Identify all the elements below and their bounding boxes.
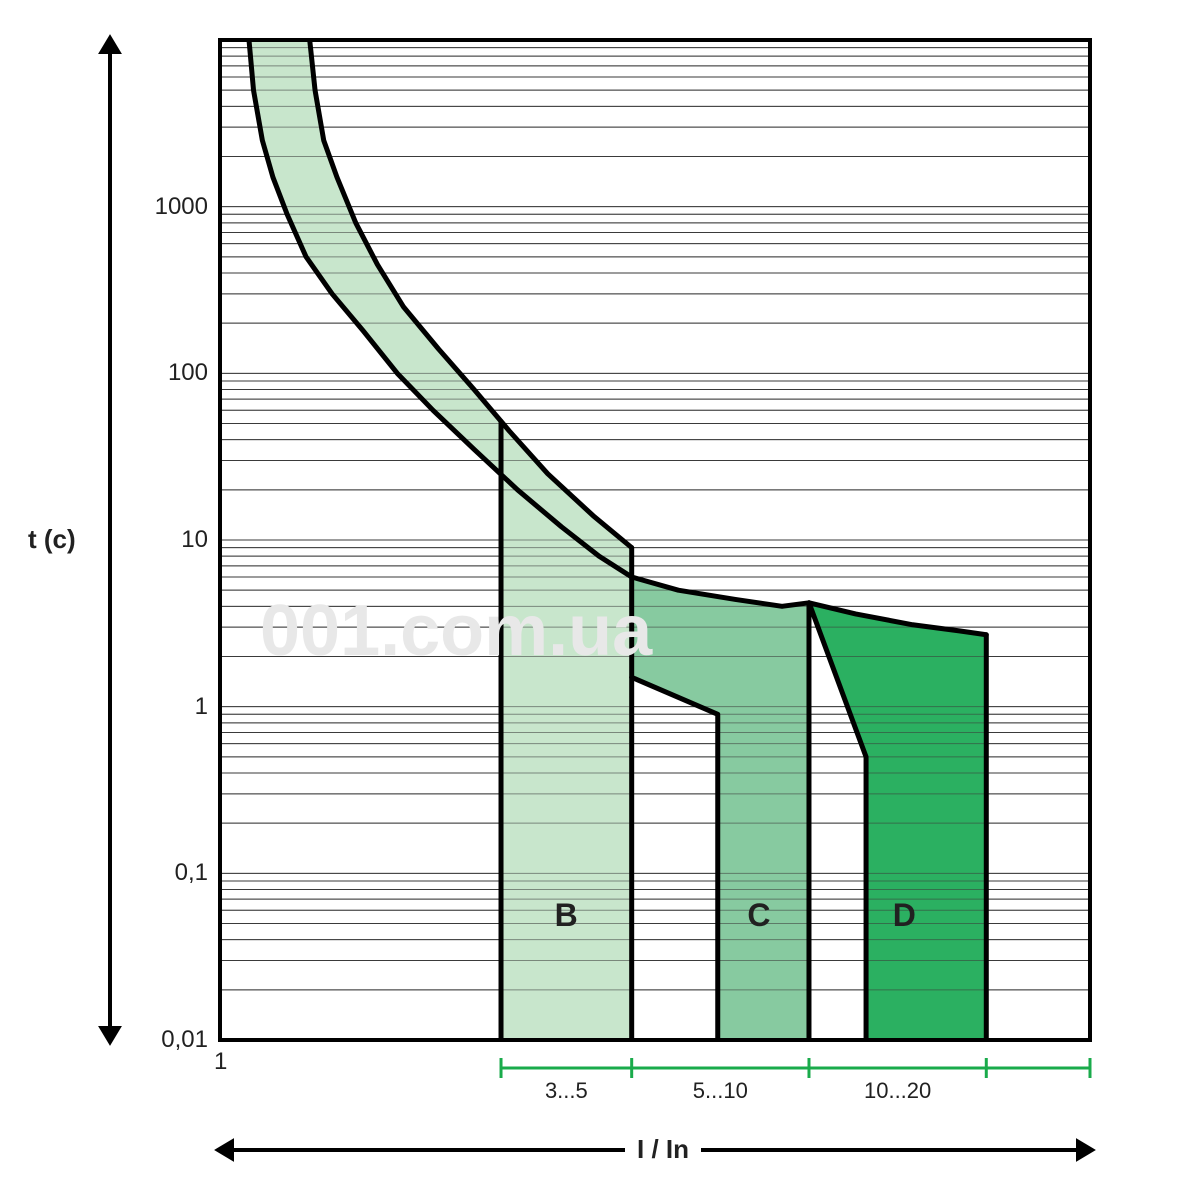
y-tick-label: 100 bbox=[168, 359, 208, 387]
x-range-label: 3...5 bbox=[516, 1078, 616, 1104]
y-tick-label: 1000 bbox=[155, 193, 208, 221]
y-tick-label: 0,1 bbox=[175, 859, 208, 887]
trip-curve-chart bbox=[0, 0, 1200, 1200]
x-range-label: 5...10 bbox=[670, 1078, 770, 1104]
y-tick-label: 10 bbox=[181, 526, 208, 554]
region-label-c: C bbox=[747, 897, 770, 934]
chart-container: { "chart": { "type": "log-log-region-cha… bbox=[0, 0, 1200, 1200]
y-tick-label: 0,01 bbox=[161, 1026, 208, 1054]
x-range-label: 10...20 bbox=[848, 1078, 948, 1104]
x-tick-label: 1 bbox=[214, 1048, 227, 1076]
region-label-b: B bbox=[555, 897, 578, 934]
y-axis-label: t (c) bbox=[28, 524, 76, 555]
y-tick-label: 1 bbox=[195, 693, 208, 721]
x-axis-label: I / In bbox=[625, 1134, 701, 1165]
region-label-d: D bbox=[893, 897, 916, 934]
